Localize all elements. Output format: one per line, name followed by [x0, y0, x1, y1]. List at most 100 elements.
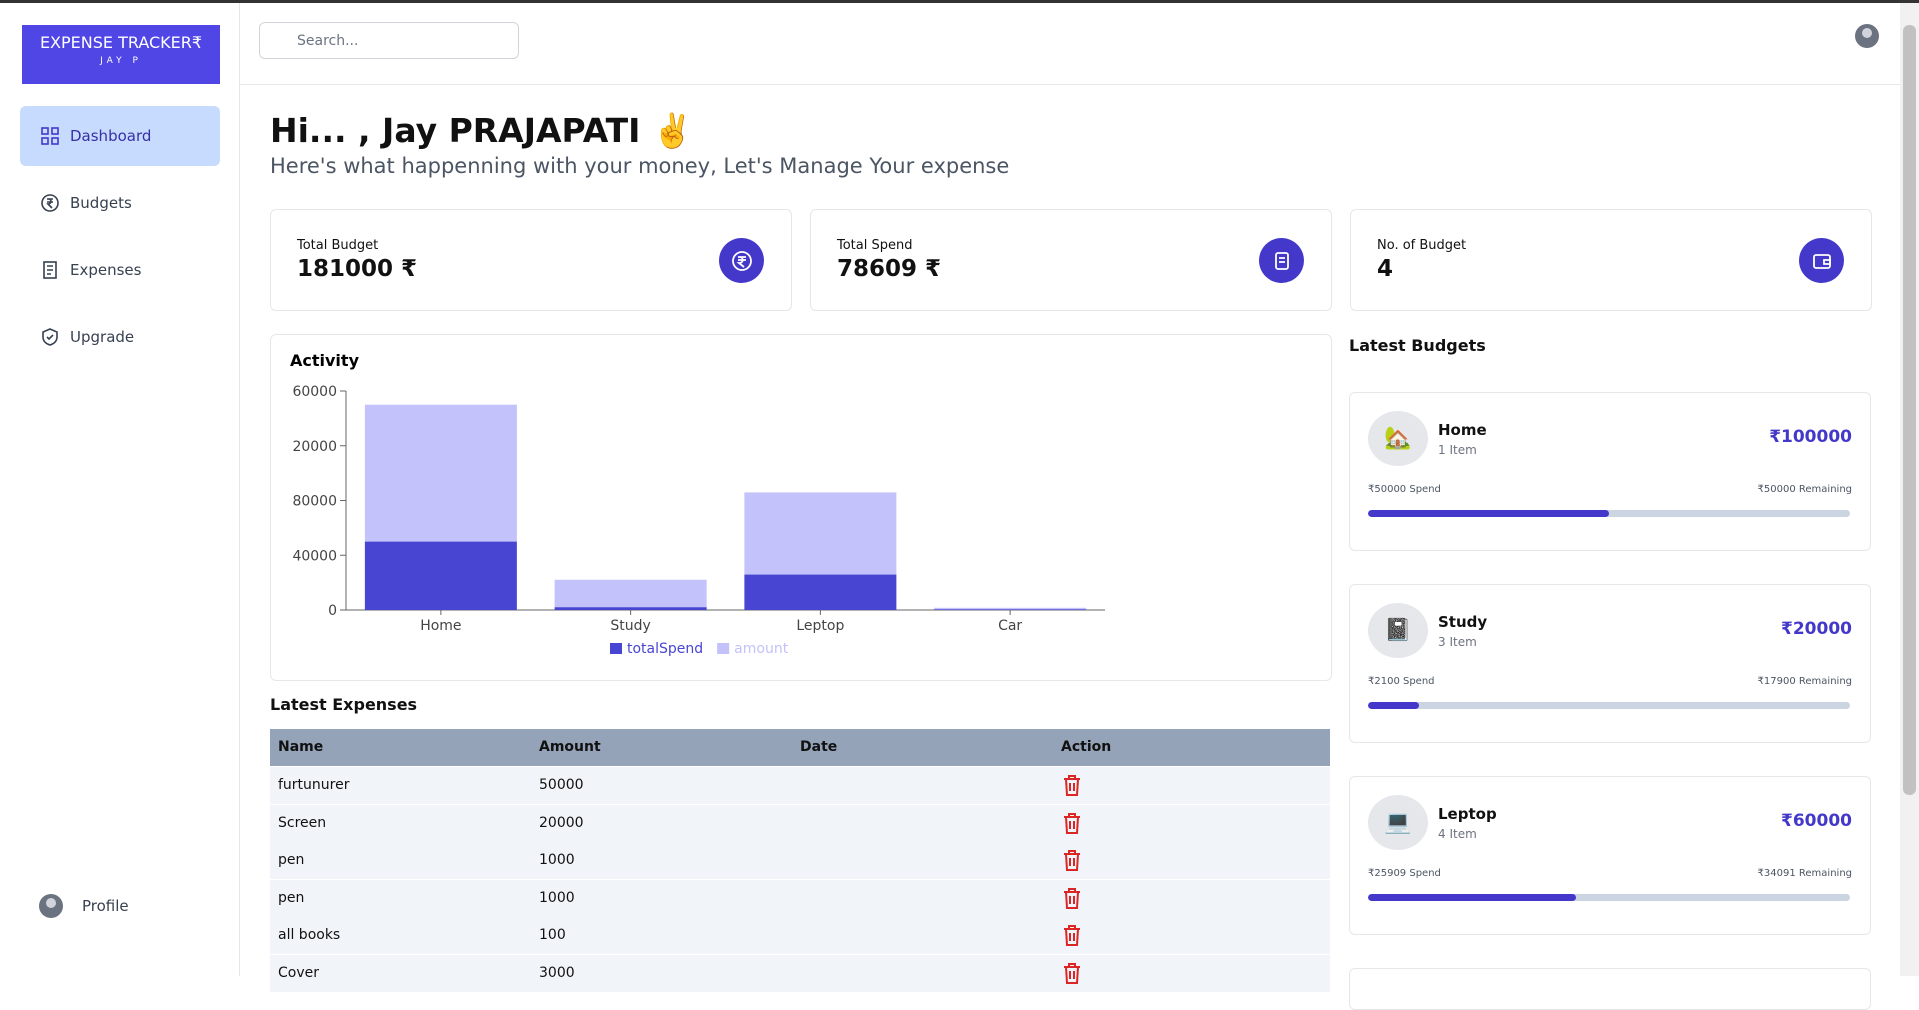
cell-name: pen [278, 852, 305, 868]
y-tick-label: 40000 [292, 548, 337, 564]
table-header: Name Amount Date Action [270, 729, 1330, 766]
progress-bar [1368, 894, 1577, 901]
column-header: Action [1061, 739, 1112, 755]
nav-item[interactable]: Budgets [20, 173, 220, 233]
icon [1812, 253, 1831, 269]
icon [731, 250, 752, 271]
header [240, 3, 1900, 85]
trash-icon [1064, 887, 1080, 909]
stat-label: No. of Budget [1377, 238, 1467, 253]
table-row: pen 1000 [270, 842, 1330, 879]
column-header: Date [800, 739, 838, 755]
search-input[interactable]: Search... [259, 22, 519, 59]
nav-item[interactable]: Expenses [20, 240, 220, 300]
icon [1274, 251, 1289, 270]
cell-amount: 1000 [539, 889, 575, 906]
budget-icon: 💻 [1368, 795, 1428, 850]
scrollbar[interactable] [1900, 3, 1919, 976]
delete-button[interactable] [1061, 849, 1083, 876]
budget-amount: ₹60000 [1781, 811, 1852, 831]
trash-icon [1064, 925, 1080, 946]
budget-spend: ₹2100 Spend [1368, 676, 1435, 687]
user-avatar[interactable] [1854, 23, 1880, 49]
profile-link[interactable]: Profile [20, 876, 220, 936]
icon [41, 127, 59, 145]
trash-icon [1064, 812, 1080, 834]
y-tick-label: 20000 [292, 439, 337, 455]
nav-label: Dashboard [70, 127, 152, 145]
progress-track [1368, 894, 1850, 901]
budgets-title: Latest Budgets [1349, 336, 1486, 355]
stat-icon [1799, 238, 1844, 283]
nav-label: Expenses [70, 261, 142, 279]
budget-card[interactable] [1349, 968, 1871, 1010]
budget-count: 3 Item [1438, 635, 1477, 649]
nav-label: Budgets [70, 194, 132, 212]
bar-segment [934, 609, 1087, 610]
delete-button[interactable] [1061, 774, 1083, 801]
budget-spend: ₹25909 Spend [1368, 868, 1441, 879]
table-title: Latest Expenses [270, 695, 418, 714]
bar-segment [744, 492, 897, 575]
stat-label: Total Spend [837, 238, 913, 253]
stat-icon [1259, 238, 1304, 283]
nav-item[interactable]: Upgrade [20, 307, 220, 367]
cell-amount: 20000 [539, 814, 584, 831]
x-tick-label: Car [998, 618, 1022, 634]
cell-name: all books [278, 927, 341, 943]
sidebar: EXPENSE TRACKER₹ JAY P Dashboard Budgets… [0, 3, 240, 976]
logo[interactable]: EXPENSE TRACKER₹ JAY P [22, 25, 220, 84]
delete-button[interactable] [1061, 962, 1083, 989]
column-header: Name [278, 739, 324, 755]
cell-name: Screen [278, 814, 327, 831]
budget-name: Home [1438, 421, 1487, 439]
legend-label: totalSpend [627, 641, 703, 657]
bar-segment [934, 607, 1087, 610]
nav-label: Upgrade [70, 328, 135, 346]
budget-name: Leptop [1438, 805, 1497, 823]
budget-amount: ₹20000 [1781, 619, 1852, 639]
budget-icon: 🏡 [1368, 411, 1428, 466]
stat-card: No. of Budget 4 [1350, 209, 1872, 311]
y-tick-label: 60000 [292, 384, 337, 400]
delete-button[interactable] [1061, 887, 1083, 914]
delete-button[interactable] [1061, 812, 1083, 839]
stat-value: 78609 ₹ [837, 256, 942, 282]
logo-title: EXPENSE TRACKER₹ [39, 33, 203, 52]
nav-item[interactable]: Dashboard [20, 106, 220, 166]
budget-amount: ₹100000 [1769, 427, 1852, 447]
y-tick-label: 0 [328, 603, 337, 619]
budget-remaining: ₹17900 Remaining [1757, 676, 1852, 687]
budget-card[interactable]: 📓 Study 3 Item ₹20000 ₹2100 Spend ₹17900 Rema… [1349, 584, 1871, 743]
trash-icon [1064, 850, 1080, 871]
stat-icon [719, 238, 764, 283]
budget-card[interactable]: 💻 Leptop 4 Item ₹60000 ₹25909 Spend ₹34091 Re… [1349, 776, 1871, 935]
progress-bar [1368, 702, 1419, 709]
legend-swatch [717, 643, 730, 654]
delete-button[interactable] [1061, 924, 1083, 951]
legend-label: amount [734, 641, 789, 657]
budget-card[interactable]: 🏡 Home 1 Item ₹100000 ₹50000 Spend ₹50000 Rem… [1349, 392, 1871, 551]
x-tick-label: Leptop [796, 618, 844, 634]
activity-chart: Activity 0 40000 80000 20000 60000 Home Study L… [290, 351, 1105, 657]
greeting-title: Hi... , Jay PRAJAPATI ✌️ [270, 111, 694, 150]
bar-segment [554, 607, 707, 610]
progress-bar [1368, 510, 1609, 517]
trash-icon [1064, 775, 1080, 796]
icon [41, 194, 59, 212]
progress-track [1368, 510, 1850, 517]
budget-name: Study [1438, 613, 1488, 631]
cell-name: furtunurer [278, 777, 350, 793]
bar-segment [744, 574, 897, 610]
budget-remaining: ₹34091 Remaining [1757, 868, 1852, 879]
legend-swatch [610, 643, 622, 654]
budget-count: 1 Item [1438, 443, 1477, 457]
progress-track [1368, 702, 1850, 709]
bar-segment [364, 404, 517, 542]
logo-subtitle: JAY P [100, 56, 142, 66]
cell-name: pen [278, 889, 305, 906]
icon [43, 261, 57, 279]
bar-segment [364, 541, 517, 610]
table-row: pen 1000 [270, 879, 1330, 917]
